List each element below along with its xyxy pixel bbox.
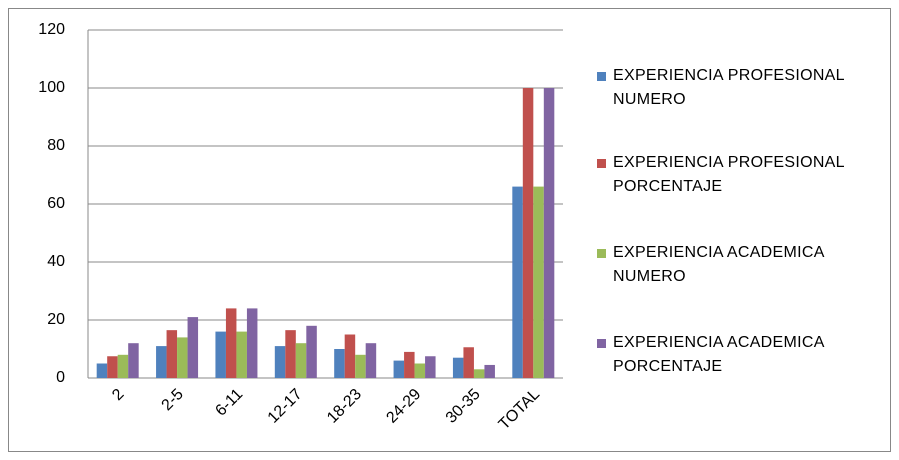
- bar: [187, 317, 199, 378]
- bar: [522, 88, 534, 378]
- bar: [473, 369, 485, 378]
- bar: [246, 308, 258, 378]
- bar: [117, 354, 129, 378]
- bar: [393, 360, 405, 378]
- y-tick-label: 120: [38, 21, 65, 38]
- bar: [156, 346, 167, 378]
- bar: [285, 330, 296, 378]
- chart-border: [8, 8, 891, 452]
- x-tick-label: 2-5: [159, 386, 187, 414]
- bar: [166, 330, 178, 378]
- legend-item: EXPERIENCIA PROFESIONAL NUMERO: [597, 64, 887, 112]
- bar: [295, 343, 307, 378]
- bar: [344, 334, 356, 378]
- x-tick-label: 18-23: [324, 386, 365, 427]
- bar: [533, 186, 544, 378]
- legend-swatch: [597, 72, 606, 81]
- legend-item: EXPERIENCIA PROFESIONAL PORCENTAJE: [597, 151, 887, 199]
- legend-label: EXPERIENCIA ACADEMICA NUMERO: [613, 244, 824, 285]
- bar: [334, 349, 345, 378]
- bar: [177, 337, 188, 378]
- y-tick-label: 60: [47, 195, 65, 212]
- bar: [306, 325, 317, 378]
- y-tick-label: 20: [47, 311, 65, 328]
- y-tick-label: 80: [47, 137, 65, 154]
- y-tick-label: 40: [47, 253, 65, 270]
- x-tick-label: 30-35: [443, 386, 484, 427]
- bar: [452, 357, 464, 378]
- x-tick-label: TOTAL: [496, 386, 544, 434]
- bar: [107, 356, 118, 378]
- legend-swatch: [597, 159, 606, 168]
- x-tick-label: 24-29: [383, 386, 424, 427]
- legend-label: EXPERIENCIA PROFESIONAL NUMERO: [613, 67, 845, 108]
- legend-item: EXPERIENCIA ACADEMICA PORCENTAJE: [597, 331, 887, 379]
- bar: [414, 363, 426, 378]
- bar: [463, 347, 474, 378]
- bar: [225, 308, 237, 378]
- legend-item: EXPERIENCIA ACADEMICA NUMERO: [597, 241, 887, 289]
- y-tick-label: 100: [38, 79, 65, 96]
- bar: [274, 346, 286, 378]
- legend-label: EXPERIENCIA PROFESIONAL PORCENTAJE: [613, 154, 845, 195]
- bar: [365, 343, 377, 378]
- bar: [484, 364, 495, 378]
- bar: [512, 186, 523, 378]
- bar: [404, 351, 415, 378]
- bar: [543, 88, 555, 378]
- x-tick-label: 2: [109, 386, 127, 404]
- bar: [128, 343, 139, 378]
- y-tick-label: 0: [56, 369, 65, 386]
- x-tick-label: 6-11: [212, 386, 246, 420]
- legend-swatch: [597, 249, 606, 258]
- bar: [215, 331, 226, 378]
- bar: [355, 354, 366, 378]
- bar: [96, 363, 108, 378]
- bar: [236, 331, 247, 378]
- x-tick-label: 12-17: [265, 386, 306, 427]
- bar: [425, 356, 436, 378]
- legend-label: EXPERIENCIA ACADEMICA PORCENTAJE: [613, 334, 824, 375]
- legend-swatch: [597, 339, 606, 348]
